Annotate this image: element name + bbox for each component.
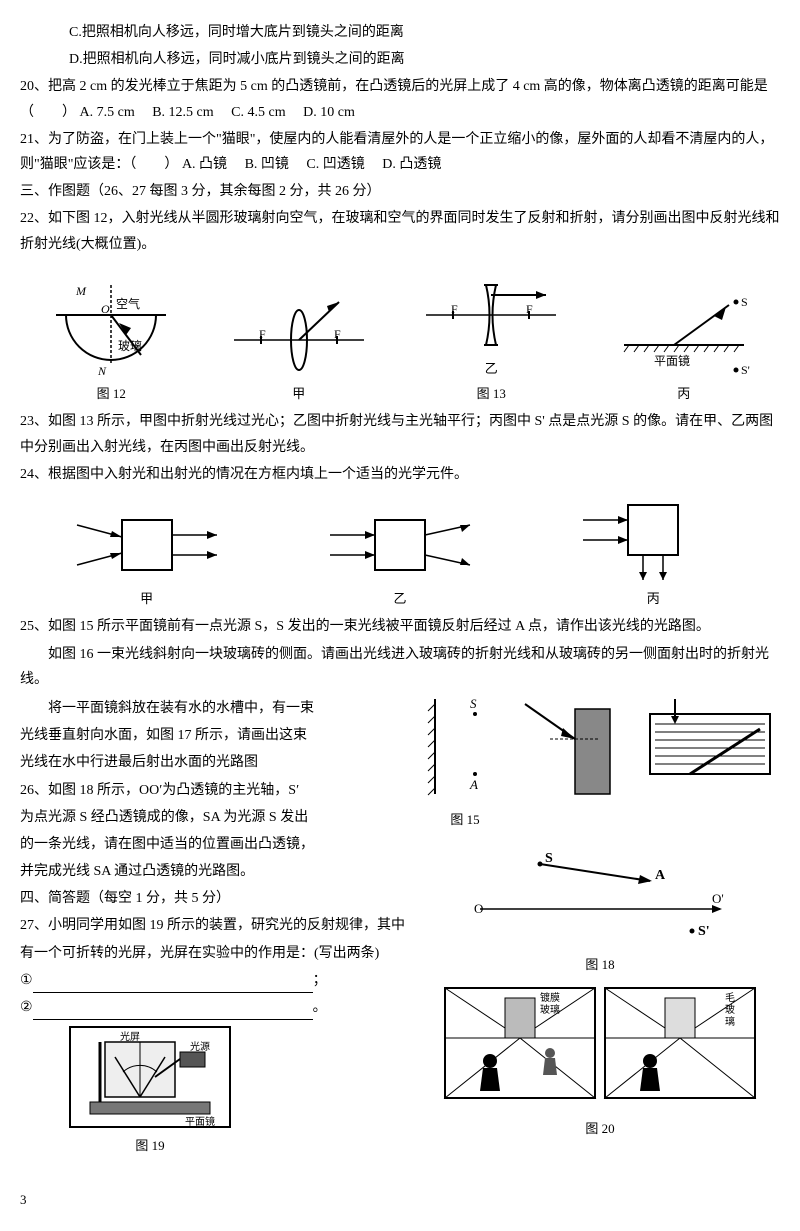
figure-12-caption: 图 12	[46, 382, 176, 405]
svg-text:璃: 璃	[725, 1015, 735, 1028]
q25c-line2: 光线垂直射向水面，如图 17 所示，请画出这束	[20, 723, 420, 748]
svg-text:A: A	[655, 868, 666, 883]
q27-blank2-label: ②	[20, 1000, 33, 1015]
figure-24-yi: 乙	[325, 505, 475, 610]
svg-text:S: S	[545, 851, 553, 866]
svg-text:N: N	[97, 364, 107, 378]
svg-text:光源: 光源	[190, 1040, 210, 1053]
svg-text:玻: 玻	[725, 1003, 735, 1016]
fig24-bing-label: 丙	[578, 587, 728, 610]
figure-15: S A 图 15	[420, 694, 510, 831]
figure-18-caption: 图 18	[420, 953, 780, 976]
q27-blank1-label: ①	[20, 973, 33, 988]
svg-text:空气: 空气	[116, 296, 140, 311]
figure-13-caption: 图 13	[421, 382, 561, 405]
blank-line-2[interactable]	[33, 1005, 313, 1020]
figure-13-yi: F F 乙 图 13	[421, 265, 561, 406]
q20-a: A. 7.5 cm	[80, 105, 135, 120]
svg-text:O: O	[101, 302, 110, 316]
svg-text:A: A	[469, 777, 478, 792]
q20-b: B. 12.5 cm	[152, 105, 213, 120]
figure-24-jia: 甲	[72, 505, 222, 610]
q27-blank-2: ②。	[20, 995, 420, 1020]
q27-blank-1: ①；	[20, 968, 420, 993]
figure-18: O O' S A S' 图 18	[420, 839, 780, 976]
q21-d: D. 凸透镜	[382, 157, 441, 172]
figure-13-bing: S S' 平面镜 丙	[614, 290, 754, 405]
q21-c: C. 凹透镜	[306, 157, 364, 172]
figure-row-24: 甲 乙 丙	[20, 495, 780, 610]
svg-text:S: S	[741, 295, 748, 309]
svg-text:玻璃: 玻璃	[540, 1003, 560, 1016]
fig13-jia-label: 甲	[229, 382, 369, 405]
mirror-label: 平面镜	[654, 353, 690, 368]
blank-line-1[interactable]	[33, 978, 313, 993]
q20: 20、把高 2 cm 的发光棒立于焦距为 5 cm 的凸透镜前，在凸透镜后的光屏…	[20, 74, 780, 124]
q25c-line1: 将一平面镜斜放在装有水的水槽中，有一束	[20, 696, 420, 721]
figure-13-jia: F F 甲	[229, 290, 369, 405]
fig24-yi-label: 乙	[325, 587, 475, 610]
figure-row-12-13: M 空气 O 玻璃 N 图 12 F F 甲	[20, 265, 780, 406]
q26-line2: 为点光源 S 经凸透镜成的像，SA 为光源 S 发出	[20, 805, 420, 830]
q19-option-d: D.把照相机向人移远，同时减小底片到镜头之间的距离	[20, 47, 780, 72]
q27-line2: 有一个可折转的光屏，光屏在实验中的作用是：(写出两条)	[20, 941, 420, 966]
figure-17	[640, 694, 780, 831]
figure-12: M 空气 O 玻璃 N 图 12	[46, 280, 176, 405]
q21-options: A. 凸镜 B. 凹镜 C. 凹透镜 D. 凸透镜	[182, 157, 455, 172]
figure-20-caption: 图 20	[420, 1117, 780, 1140]
q24: 24、根据图中入射光和出射光的情况在方框内填上一个适当的光学元件。	[20, 462, 780, 487]
q21-b: B. 凹镜	[245, 157, 289, 172]
fig24-jia-label: 甲	[72, 587, 222, 610]
svg-text:镀膜: 镀膜	[540, 991, 560, 1004]
figure-19: 光屏 光源 平面镜 图 19	[60, 1022, 240, 1157]
svg-text:S: S	[470, 696, 477, 711]
svg-text:平面镜: 平面镜	[185, 1115, 215, 1128]
section-4-heading: 四、简答题（每空 1 分，共 5 分）	[20, 886, 420, 911]
q21-a: A. 凸镜	[182, 157, 227, 172]
fig13-yi-label: 乙	[421, 357, 561, 380]
svg-text:毛: 毛	[725, 992, 735, 1004]
q23: 23、如图 13 所示，甲图中折射光线过光心；乙图中折射光线与主光轴平行；丙图中…	[20, 409, 780, 459]
q27-line1: 27、小明同学用如图 19 所示的装置，研究光的反射规律，其中	[20, 913, 420, 938]
q20-options: A. 7.5 cm B. 12.5 cm C. 4.5 cm D. 10 cm	[80, 105, 369, 120]
svg-text:S': S'	[698, 924, 710, 939]
q21: 21、为了防盗，在门上装上一个"猫眼"，使屋内的人能看清屋外的人是一个正立缩小的…	[20, 127, 780, 177]
figure-20: 镀膜 玻璃 毛 玻 璃 图 20	[420, 983, 780, 1140]
page-number: 3	[20, 1188, 780, 1211]
fig13-bing-label: 丙	[614, 382, 754, 405]
section-3-heading: 三、作图题（26、27 每图 3 分，其余每图 2 分，共 26 分）	[20, 179, 780, 204]
figure-16	[515, 694, 635, 831]
svg-text:S': S'	[741, 363, 750, 377]
q20-c: C. 4.5 cm	[231, 105, 285, 120]
svg-text:O': O'	[712, 891, 724, 906]
q25c-line3: 光线在水中行进最后射出水面的光路图	[20, 750, 420, 775]
svg-text:O: O	[474, 901, 483, 916]
q22: 22、如下图 12，入射光线从半圆形玻璃射向空气，在玻璃和空气的界面同时发生了反…	[20, 206, 780, 256]
q25a: 25、如图 15 所示平面镜前有一点光源 S，S 发出的一束光线被平面镜反射后经…	[20, 614, 780, 639]
q26-line1: 26、如图 18 所示，OO′为凸透镜的主光轴，S′	[20, 778, 420, 803]
q26-line3: 的一条光线，请在图中适当的位置画出凸透镜，	[20, 832, 420, 857]
figure-15-caption: 图 15	[420, 808, 510, 831]
figure-24-bing: 丙	[578, 495, 728, 610]
figure-19-caption: 图 19	[60, 1134, 240, 1157]
svg-text:光屏: 光屏	[120, 1030, 140, 1043]
two-col-q25-q27: 将一平面镜斜放在装有水的水槽中，有一束 光线垂直射向水面，如图 17 所示，请画…	[20, 694, 780, 1158]
q25b: 如图 16 一束光线斜射向一块玻璃砖的侧面。请画出光线进入玻璃砖的折射光线和从玻…	[20, 642, 780, 692]
svg-text:玻璃: 玻璃	[118, 339, 142, 353]
q26-line4: 并完成光线 SA 通过凸透镜的光路图。	[20, 859, 420, 884]
q19-option-c: C.把照相机向人移远，同时增大底片到镜头之间的距离	[20, 20, 780, 45]
svg-text:M: M	[75, 284, 87, 298]
q20-d: D. 10 cm	[303, 105, 355, 120]
